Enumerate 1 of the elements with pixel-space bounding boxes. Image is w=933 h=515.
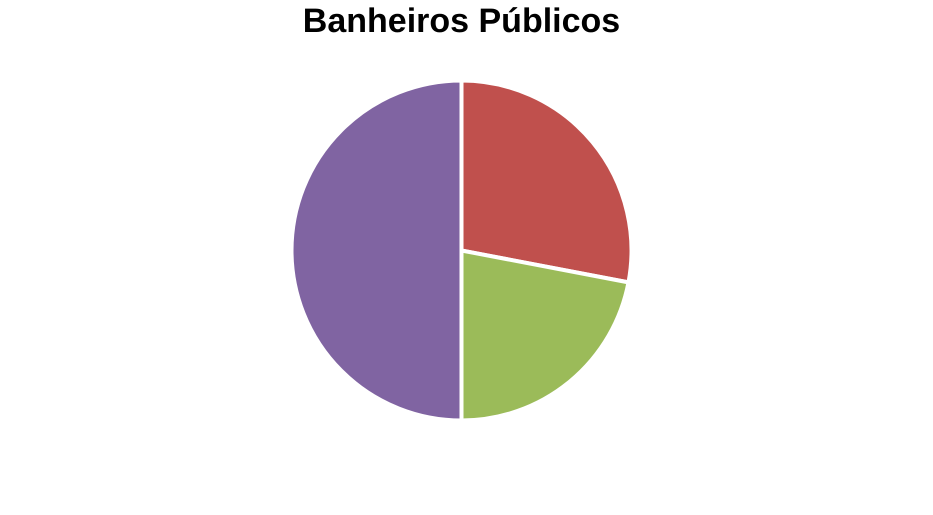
chart-title: Banheiros Públicos bbox=[302, 2, 620, 40]
